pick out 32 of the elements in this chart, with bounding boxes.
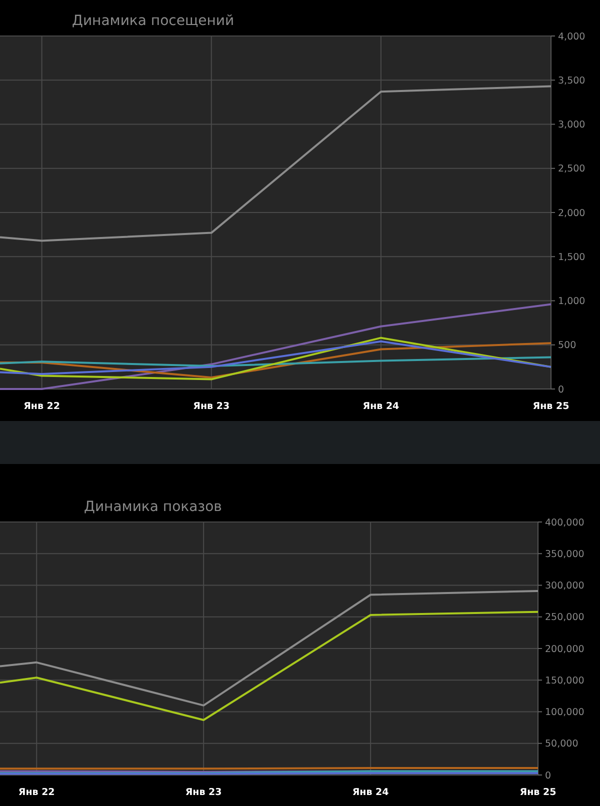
y-tick-label: 1,500 (558, 252, 586, 263)
x-tick-label: Янв 25 (532, 401, 570, 412)
y-tick-label: 50,000 (545, 738, 578, 750)
y-tick-label: 0 (545, 770, 552, 782)
line-series (0, 85, 552, 242)
line-series (0, 356, 552, 368)
y-tick-label: 3,500 (558, 75, 586, 86)
y-tick-label: 200,000 (545, 644, 584, 655)
y-tick-label: 3,000 (558, 120, 586, 131)
chart-title: Динамика показов (84, 499, 222, 515)
y-tick-label: 500 (558, 340, 576, 352)
line-series (0, 610, 539, 721)
x-tick-label: Янв 25 (520, 787, 556, 798)
y-tick-label: 100,000 (545, 707, 584, 718)
y-tick-label: 400,000 (545, 517, 584, 528)
y-tick-label: 2,000 (558, 208, 586, 219)
y-tick-label: 1,000 (558, 296, 586, 308)
x-tick-label: Янв 23 (193, 401, 230, 412)
x-tick-label: Янв 22 (24, 401, 60, 412)
y-tick-label: 350,000 (545, 548, 584, 560)
x-tick-label: Янв 22 (18, 787, 55, 798)
y-tick-label: 250,000 (545, 612, 584, 624)
y-tick-label: 2,500 (558, 164, 586, 175)
x-tick-label: Янв 23 (185, 787, 222, 798)
x-tick-label: Янв 24 (362, 401, 400, 412)
line-series (0, 590, 539, 706)
y-tick-label: 300,000 (545, 580, 584, 592)
y-tick-label: 4,000 (558, 31, 586, 42)
y-tick-label: 0 (558, 384, 564, 396)
y-tick-label: 150,000 (545, 675, 584, 686)
x-tick-label: Янв 24 (352, 787, 390, 798)
chart-title: Динамика посещений (72, 13, 234, 29)
